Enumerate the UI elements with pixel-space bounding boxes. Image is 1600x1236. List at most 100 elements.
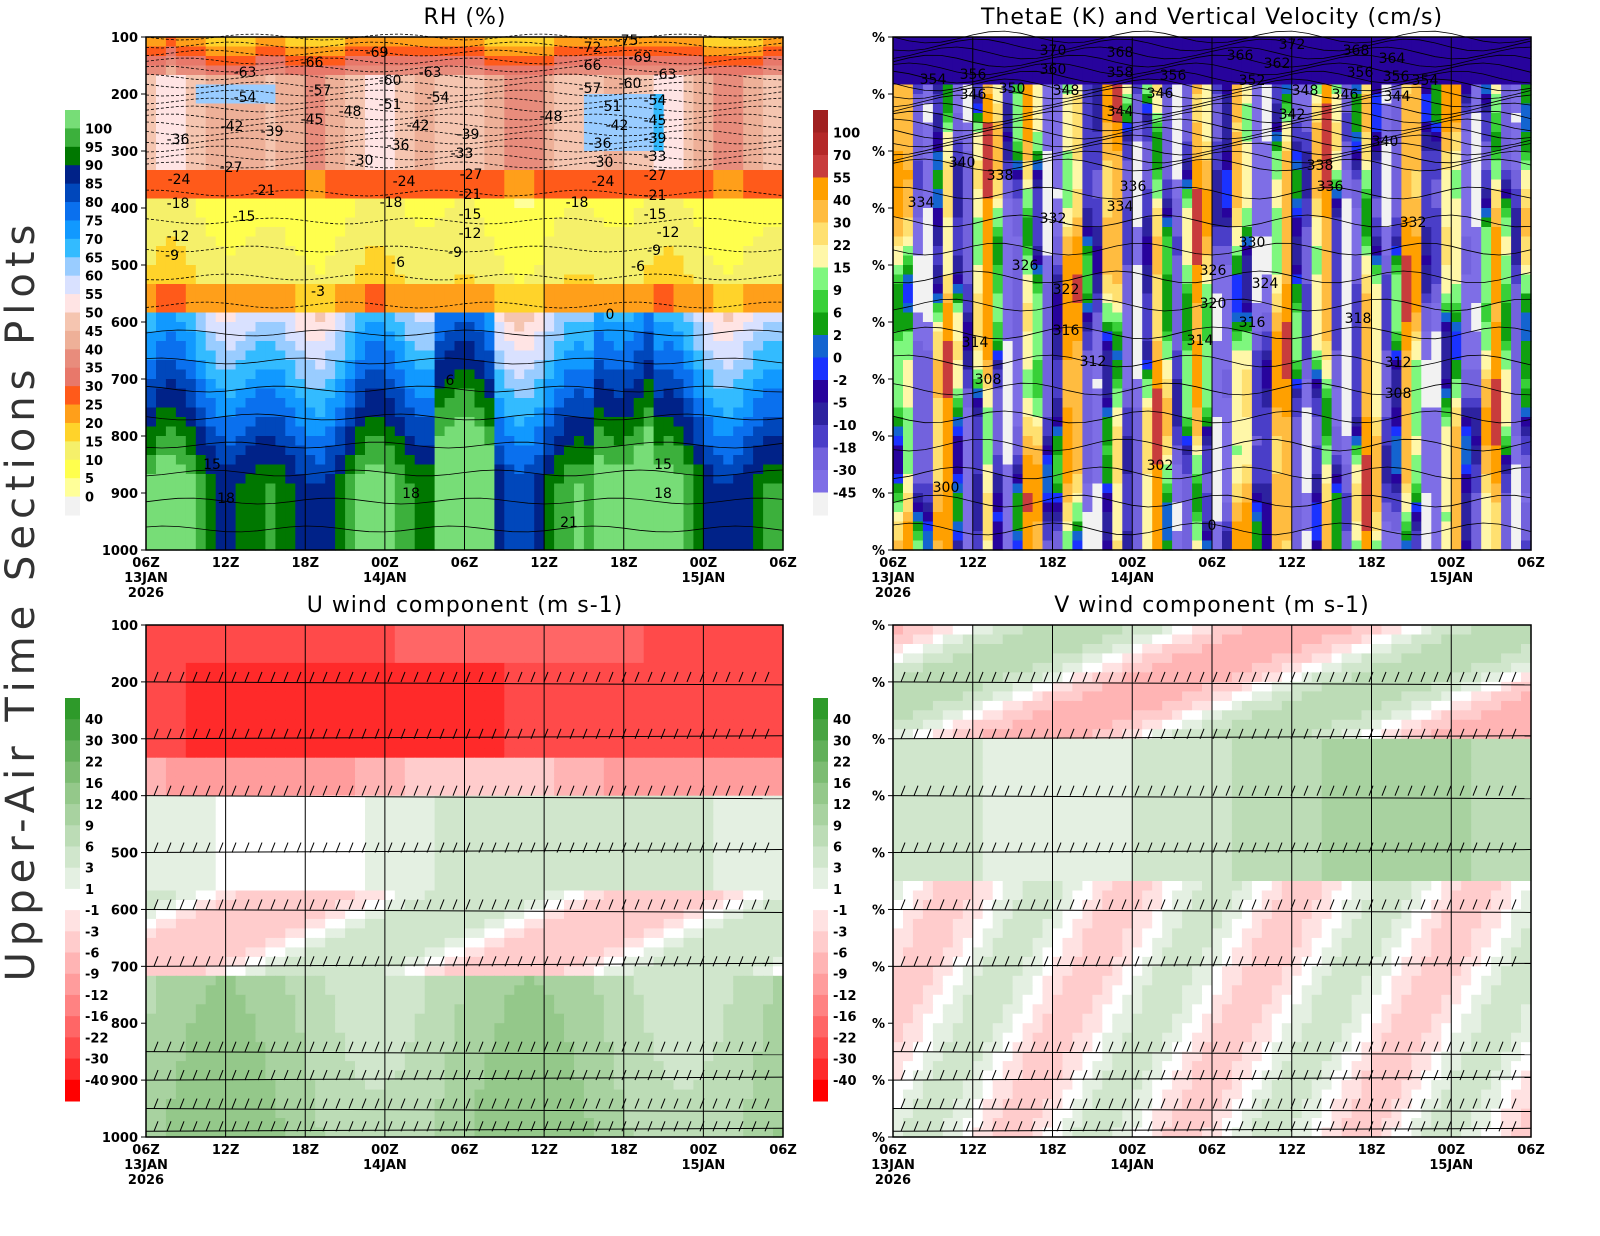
contour-cell	[1391, 160, 1402, 171]
contour-cell	[175, 417, 187, 428]
contour-cell	[753, 265, 764, 276]
contour-cell	[1102, 103, 1113, 114]
contour-cell	[1311, 151, 1323, 162]
contour-cell	[753, 445, 764, 456]
contour-cell	[275, 493, 286, 504]
contour-cell	[763, 132, 774, 143]
contour-cell	[245, 369, 257, 380]
contour-cell	[225, 132, 237, 143]
contour-cell	[146, 113, 157, 124]
contour-cell	[683, 284, 695, 295]
contour-cell	[275, 56, 286, 67]
contour-cell	[514, 464, 525, 475]
contour-cell	[255, 179, 267, 190]
contour-cell	[315, 265, 326, 276]
contour-cell	[1301, 227, 1313, 238]
contour-cell	[365, 455, 376, 466]
contour-cell	[1361, 113, 1373, 124]
contour-cell	[365, 436, 376, 447]
contour-cell	[574, 464, 585, 475]
contour-cell	[175, 474, 187, 485]
contour-cell	[743, 398, 754, 409]
contour-cell	[384, 255, 396, 266]
contour-cell	[723, 322, 734, 333]
contour-cell	[1381, 75, 1393, 86]
contour-cell	[205, 189, 217, 200]
contour-cell	[464, 227, 476, 238]
contour-cell	[424, 407, 436, 418]
contour-cell	[693, 132, 704, 143]
contour-cell	[215, 179, 227, 190]
contour-cell	[1212, 84, 1223, 95]
contour-cell	[1371, 103, 1383, 114]
contour-cell	[992, 122, 1004, 133]
contour-cell	[1461, 227, 1472, 238]
contour-cell	[156, 407, 167, 418]
contour-cell	[633, 94, 645, 105]
contour-cell	[1002, 198, 1014, 209]
contour-cell	[1471, 198, 1482, 209]
contour-cell	[185, 445, 197, 456]
contour-cell	[1002, 170, 1014, 181]
contour-cell	[1172, 227, 1183, 238]
contour-cell	[922, 132, 934, 143]
contour-cell	[165, 208, 177, 219]
contour-cell	[693, 341, 704, 352]
contour-cell	[603, 331, 615, 342]
contour-cell	[574, 483, 585, 494]
contour-cell	[643, 46, 655, 57]
contour-cell	[673, 103, 685, 114]
contour-cell	[484, 236, 495, 247]
contour-cell	[285, 483, 296, 494]
contour-cell	[514, 255, 525, 266]
contour-cell	[285, 37, 296, 48]
contour-cell	[593, 122, 605, 133]
contour-cell	[484, 331, 495, 342]
contour-cell	[544, 531, 555, 542]
contour-cell	[723, 341, 734, 352]
contour-cell	[484, 227, 495, 238]
contour-cell	[1182, 56, 1193, 67]
contour-cell	[504, 255, 515, 266]
contour-cell	[275, 426, 286, 437]
contour-cell	[703, 151, 714, 162]
contour-cell	[484, 483, 495, 494]
contour-cell	[1241, 179, 1253, 190]
contour-cell	[583, 217, 595, 228]
contour-cell	[315, 46, 326, 57]
contour-cell	[205, 312, 217, 323]
contour-cell	[454, 284, 466, 295]
contour-cell	[1501, 122, 1512, 133]
contour-cell	[195, 141, 207, 152]
contour-cell	[494, 179, 505, 190]
contour-cell	[235, 75, 247, 86]
contour-cell	[424, 103, 436, 114]
contour-cell	[554, 512, 565, 523]
contour-cell	[544, 189, 555, 200]
contour-cell	[474, 103, 486, 114]
contour-cell	[215, 65, 227, 76]
contour-cell	[773, 56, 784, 67]
contour-cell	[1401, 65, 1412, 76]
contour-cell	[583, 445, 595, 456]
contour-cell	[663, 227, 675, 238]
contour-cell	[345, 474, 356, 485]
contour-cell	[315, 236, 326, 247]
contour-cell	[285, 322, 296, 333]
contour-cell	[265, 113, 276, 124]
contour-cell	[733, 198, 744, 209]
contour-cell	[156, 531, 167, 542]
contour-cell	[703, 455, 714, 466]
contour-cell	[663, 360, 675, 371]
contour-cell	[205, 217, 217, 228]
contour-cell	[295, 293, 306, 304]
contour-cell	[345, 170, 356, 181]
contour-cell	[534, 160, 545, 171]
contour-cell	[613, 379, 625, 390]
contour-cell	[335, 502, 346, 513]
contour-cell	[633, 227, 645, 238]
contour-cell	[1381, 198, 1393, 209]
contour-cell	[205, 521, 217, 532]
contour-cell	[1281, 141, 1293, 152]
contour-cell	[235, 341, 247, 352]
